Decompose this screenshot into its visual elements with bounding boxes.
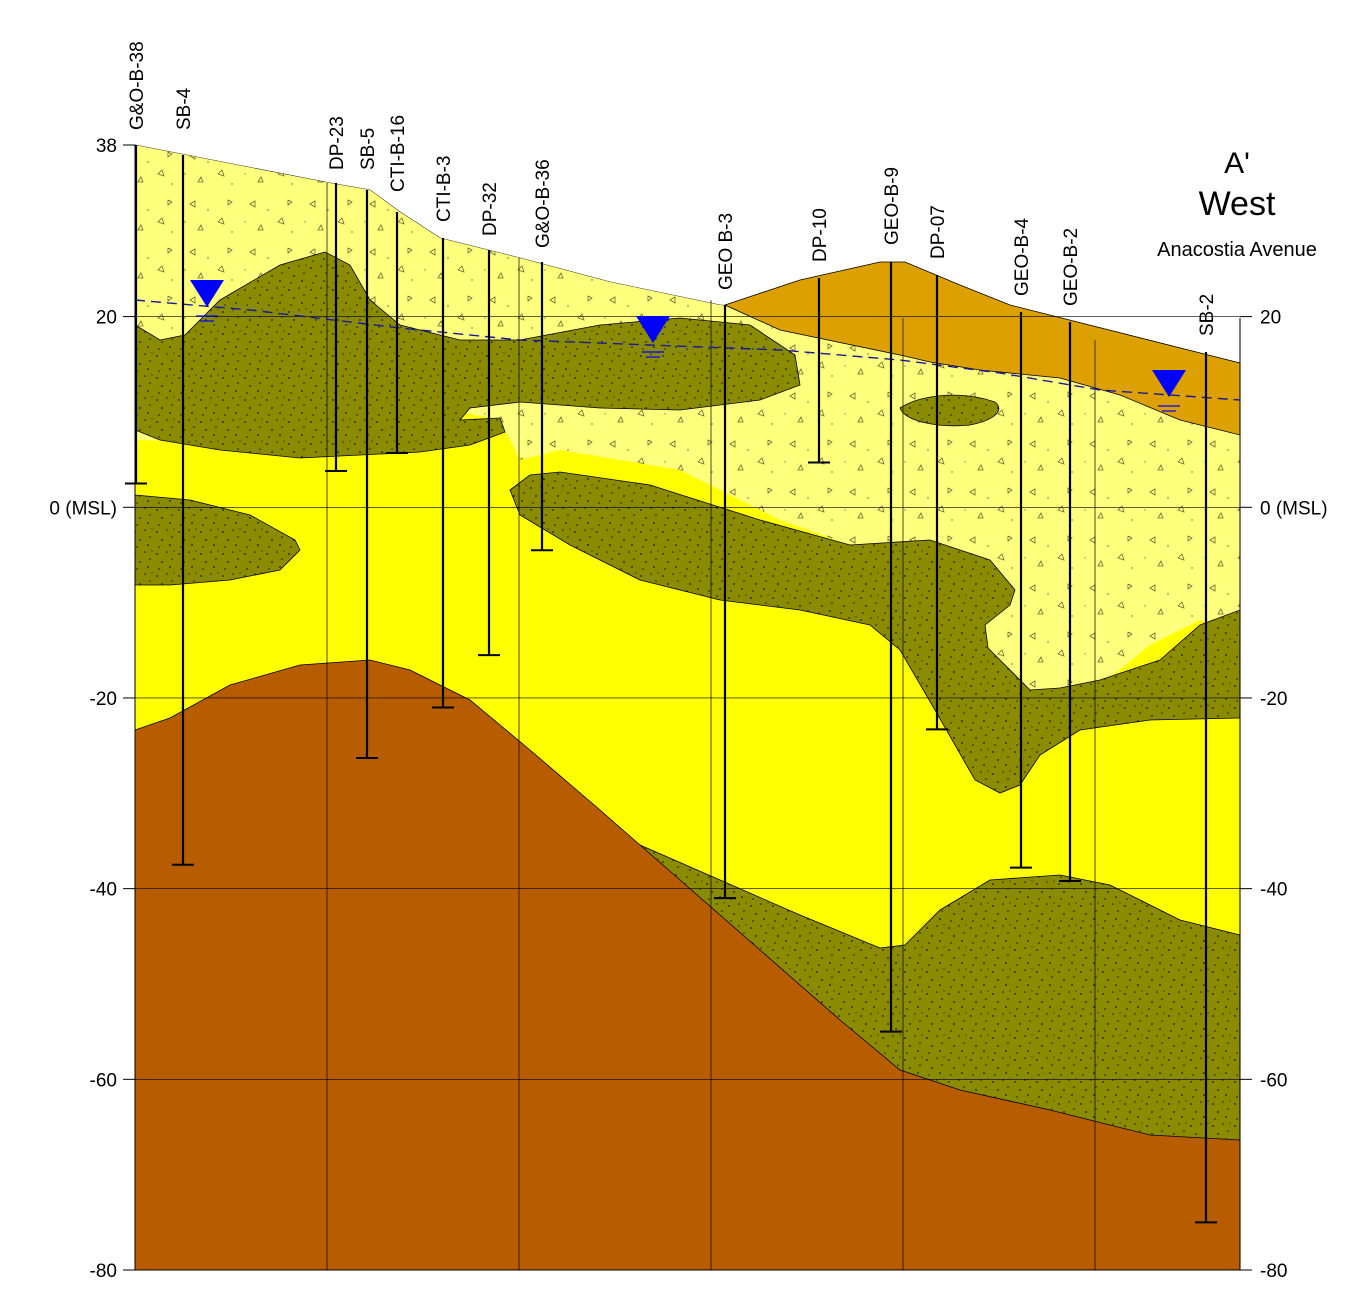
boring-label: DP-32 <box>480 182 501 236</box>
station-lines <box>326 183 1096 1270</box>
boring-label: GEO-B-9 <box>882 167 903 245</box>
tick-label-right: -40 <box>1260 880 1287 901</box>
silt-lens-small <box>899 394 1000 427</box>
elevation-axes: 38 20 20 0 (MSL) 0 (MSL) -20 -20 -40 -40 -60 -60 -8… <box>49 136 1327 1282</box>
boring: DP-07 <box>926 205 949 731</box>
boring-label: CTI-B-3 <box>434 156 455 223</box>
boring: SB-4 <box>172 87 195 866</box>
tick-label-left: -80 <box>90 1261 117 1282</box>
boring-label: SB-5 <box>358 128 379 170</box>
boring: DP-23 <box>325 116 348 473</box>
tick-label-left: 0 (MSL) <box>49 498 117 519</box>
boring-label: GEO-B-4 <box>1012 217 1033 296</box>
boring: DP-32 <box>478 182 501 657</box>
tan-fill-layer <box>723 261 1240 436</box>
boring: DP-10 <box>808 208 831 464</box>
tick-label-left: -20 <box>90 689 117 710</box>
elevation-gridlines <box>135 316 1240 1080</box>
tick-label-right: -60 <box>1260 1070 1287 1091</box>
tick-label-right: -20 <box>1260 689 1287 710</box>
boring: GEO B-3 <box>714 213 737 900</box>
tick-label-right: 0 (MSL) <box>1260 498 1328 519</box>
tick-label-left: 38 <box>96 136 117 157</box>
boring: SB-2 <box>1195 294 1218 1224</box>
tick-label-right: -80 <box>1260 1261 1287 1282</box>
water-level-icon <box>190 280 224 322</box>
strata <box>135 144 1240 1270</box>
tick-label-right: 20 <box>1260 308 1281 329</box>
boring-label: DP-23 <box>327 116 348 170</box>
boring-label: CTI-B-16 <box>388 115 409 192</box>
boring: CTI-B-16 <box>386 115 409 454</box>
section-end-label: A' <box>1224 147 1250 180</box>
borings: G&O-B-38 SB-4 DP-23 SB-5 CTI-B-16 CTI-B-3 DP-3… <box>125 41 1218 1224</box>
water-level-icon <box>1152 370 1186 412</box>
boring: G&O-B-36 <box>531 159 554 552</box>
boring: GEO-B-9 <box>880 167 903 1033</box>
tick-label-left: -60 <box>90 1070 117 1091</box>
boring: GEO-B-2 <box>1059 228 1082 883</box>
boring-label: DP-10 <box>810 208 831 262</box>
direction-label: West <box>1199 185 1276 223</box>
boring-label: DP-07 <box>928 205 949 259</box>
boring-label: G&O-B-38 <box>127 41 148 130</box>
boring: CTI-B-3 <box>432 156 455 709</box>
clay-layer <box>135 659 1240 1270</box>
boring: SB-5 <box>356 128 379 760</box>
silt-lens-upper <box>135 251 801 459</box>
boring-label: SB-4 <box>174 87 195 130</box>
water-table-line <box>134 299 1241 401</box>
water-level-icon <box>636 316 670 358</box>
location-label: Anacostia Avenue <box>1157 239 1317 261</box>
boring-label: GEO B-3 <box>716 213 737 290</box>
boring-label: GEO-B-2 <box>1061 228 1082 306</box>
boring-label: G&O-B-36 <box>533 159 554 248</box>
boring: GEO-B-4 <box>1010 217 1033 869</box>
section-title: A' West Anacostia Avenue <box>1157 147 1317 261</box>
water-level-markers <box>190 280 1186 412</box>
tick-label-left: 20 <box>96 308 117 329</box>
tick-label-left: -40 <box>90 880 117 901</box>
boring: G&O-B-38 <box>125 41 148 485</box>
boring-label: SB-2 <box>1197 294 1218 336</box>
